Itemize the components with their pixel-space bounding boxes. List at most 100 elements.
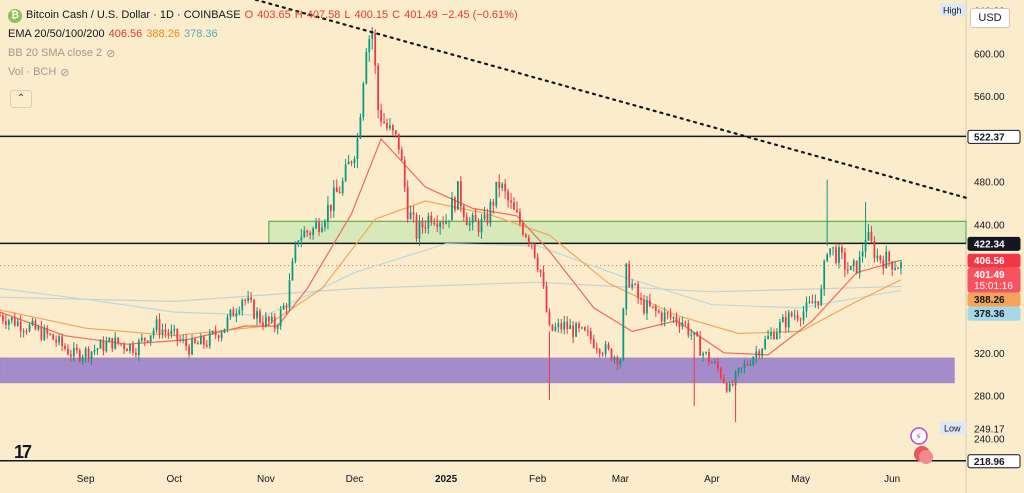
candle <box>852 260 855 266</box>
candle <box>359 117 362 139</box>
eye-hidden-icon[interactable]: ⊘ <box>60 66 70 79</box>
x-tick-label: Sep <box>77 474 95 485</box>
candle <box>808 301 811 303</box>
candle <box>137 340 140 356</box>
candle <box>329 204 332 211</box>
candle <box>519 212 521 224</box>
badge-last-text: 401.49 <box>974 270 1005 281</box>
candle <box>90 351 93 359</box>
candle <box>781 317 784 323</box>
candle <box>539 269 542 273</box>
badge-218 <box>967 454 1021 469</box>
candle <box>247 297 250 301</box>
descending-trendline <box>252 0 968 199</box>
candle <box>640 298 642 301</box>
ema-path-100 <box>0 243 902 316</box>
candle <box>132 344 134 353</box>
candle <box>876 255 879 259</box>
candle <box>787 312 790 328</box>
high-marker-label: High <box>943 5 962 15</box>
candle <box>226 317 229 329</box>
candle <box>802 311 805 321</box>
candle <box>563 321 566 330</box>
candle <box>465 216 468 226</box>
chart-legend: ₿ Bitcoin Cash / U.S. Dollar · 1D · COIN… <box>8 6 518 82</box>
legend-ema-row[interactable]: EMA 20/50/100/200 406.56 388.26 378.36 <box>8 25 518 44</box>
currency-selector[interactable]: USD <box>970 8 1010 28</box>
candle <box>202 336 205 345</box>
candle <box>392 125 394 131</box>
candle <box>250 297 252 301</box>
candle <box>649 300 651 307</box>
candle <box>442 222 445 224</box>
badge-218-text: 218.96 <box>974 457 1005 468</box>
candle <box>761 348 764 356</box>
candle <box>383 121 385 123</box>
candle <box>146 340 149 342</box>
vol-label: Vol · BCH <box>8 66 57 78</box>
candle <box>758 351 761 356</box>
resistance-zone <box>268 220 967 244</box>
badge-last <box>967 267 1021 293</box>
candle <box>879 255 882 261</box>
candle <box>409 212 412 220</box>
ohlc-close: 401.49 <box>404 9 438 21</box>
candle <box>584 327 586 331</box>
badge-ema50 <box>967 292 1021 307</box>
candle <box>191 338 193 355</box>
ohlc-low-label: L <box>344 9 351 21</box>
candle <box>504 183 507 192</box>
candle <box>362 83 365 118</box>
candle <box>690 334 693 336</box>
badge-522 <box>967 129 1021 144</box>
eye-hidden-icon[interactable]: ⊘ <box>106 47 116 60</box>
candle <box>749 364 752 366</box>
candle <box>477 220 480 233</box>
candle <box>114 337 117 349</box>
candle <box>849 265 852 270</box>
legend-vol-row[interactable]: Vol · BCH ⊘ <box>8 63 518 82</box>
candle <box>16 321 19 326</box>
candle <box>660 312 663 322</box>
candle <box>394 130 397 134</box>
candle <box>70 354 72 357</box>
candle <box>743 363 746 368</box>
candle <box>332 187 335 211</box>
candle <box>353 158 356 164</box>
candle <box>672 317 675 319</box>
candle <box>714 361 716 363</box>
legend-bb-row[interactable]: BB 20 SMA close 2 ⊘ <box>8 44 518 63</box>
candle <box>767 335 769 339</box>
candle <box>817 301 820 305</box>
candle <box>678 322 681 327</box>
legend-symbol-row[interactable]: ₿ Bitcoin Cash / U.S. Dollar · 1D · COIN… <box>8 6 518 25</box>
candle <box>13 317 16 326</box>
candle <box>223 328 226 333</box>
candle <box>400 149 403 161</box>
candle <box>554 326 557 331</box>
ema50-value: 388.26 <box>146 28 180 40</box>
candle <box>454 197 456 210</box>
candle <box>598 349 601 354</box>
candle <box>811 301 814 304</box>
candle <box>841 247 843 253</box>
candle <box>403 160 406 188</box>
candle <box>486 214 489 224</box>
tradingview-logo-icon[interactable]: 17 <box>14 442 32 462</box>
candle <box>536 257 539 270</box>
candle <box>814 301 817 304</box>
candle <box>430 215 433 223</box>
badge-last-countdown: 15:01:16 <box>974 281 1013 292</box>
support-zone <box>0 357 955 384</box>
candle <box>427 215 430 229</box>
collapse-legend-button[interactable]: ⌃ <box>10 90 32 108</box>
candle <box>386 122 388 129</box>
candle <box>551 324 554 331</box>
x-tick-label: Nov <box>257 474 275 485</box>
low-marker-label: Low <box>944 423 961 433</box>
candle <box>315 222 317 229</box>
candle <box>433 222 436 224</box>
candle <box>49 333 52 335</box>
candle <box>832 247 834 249</box>
